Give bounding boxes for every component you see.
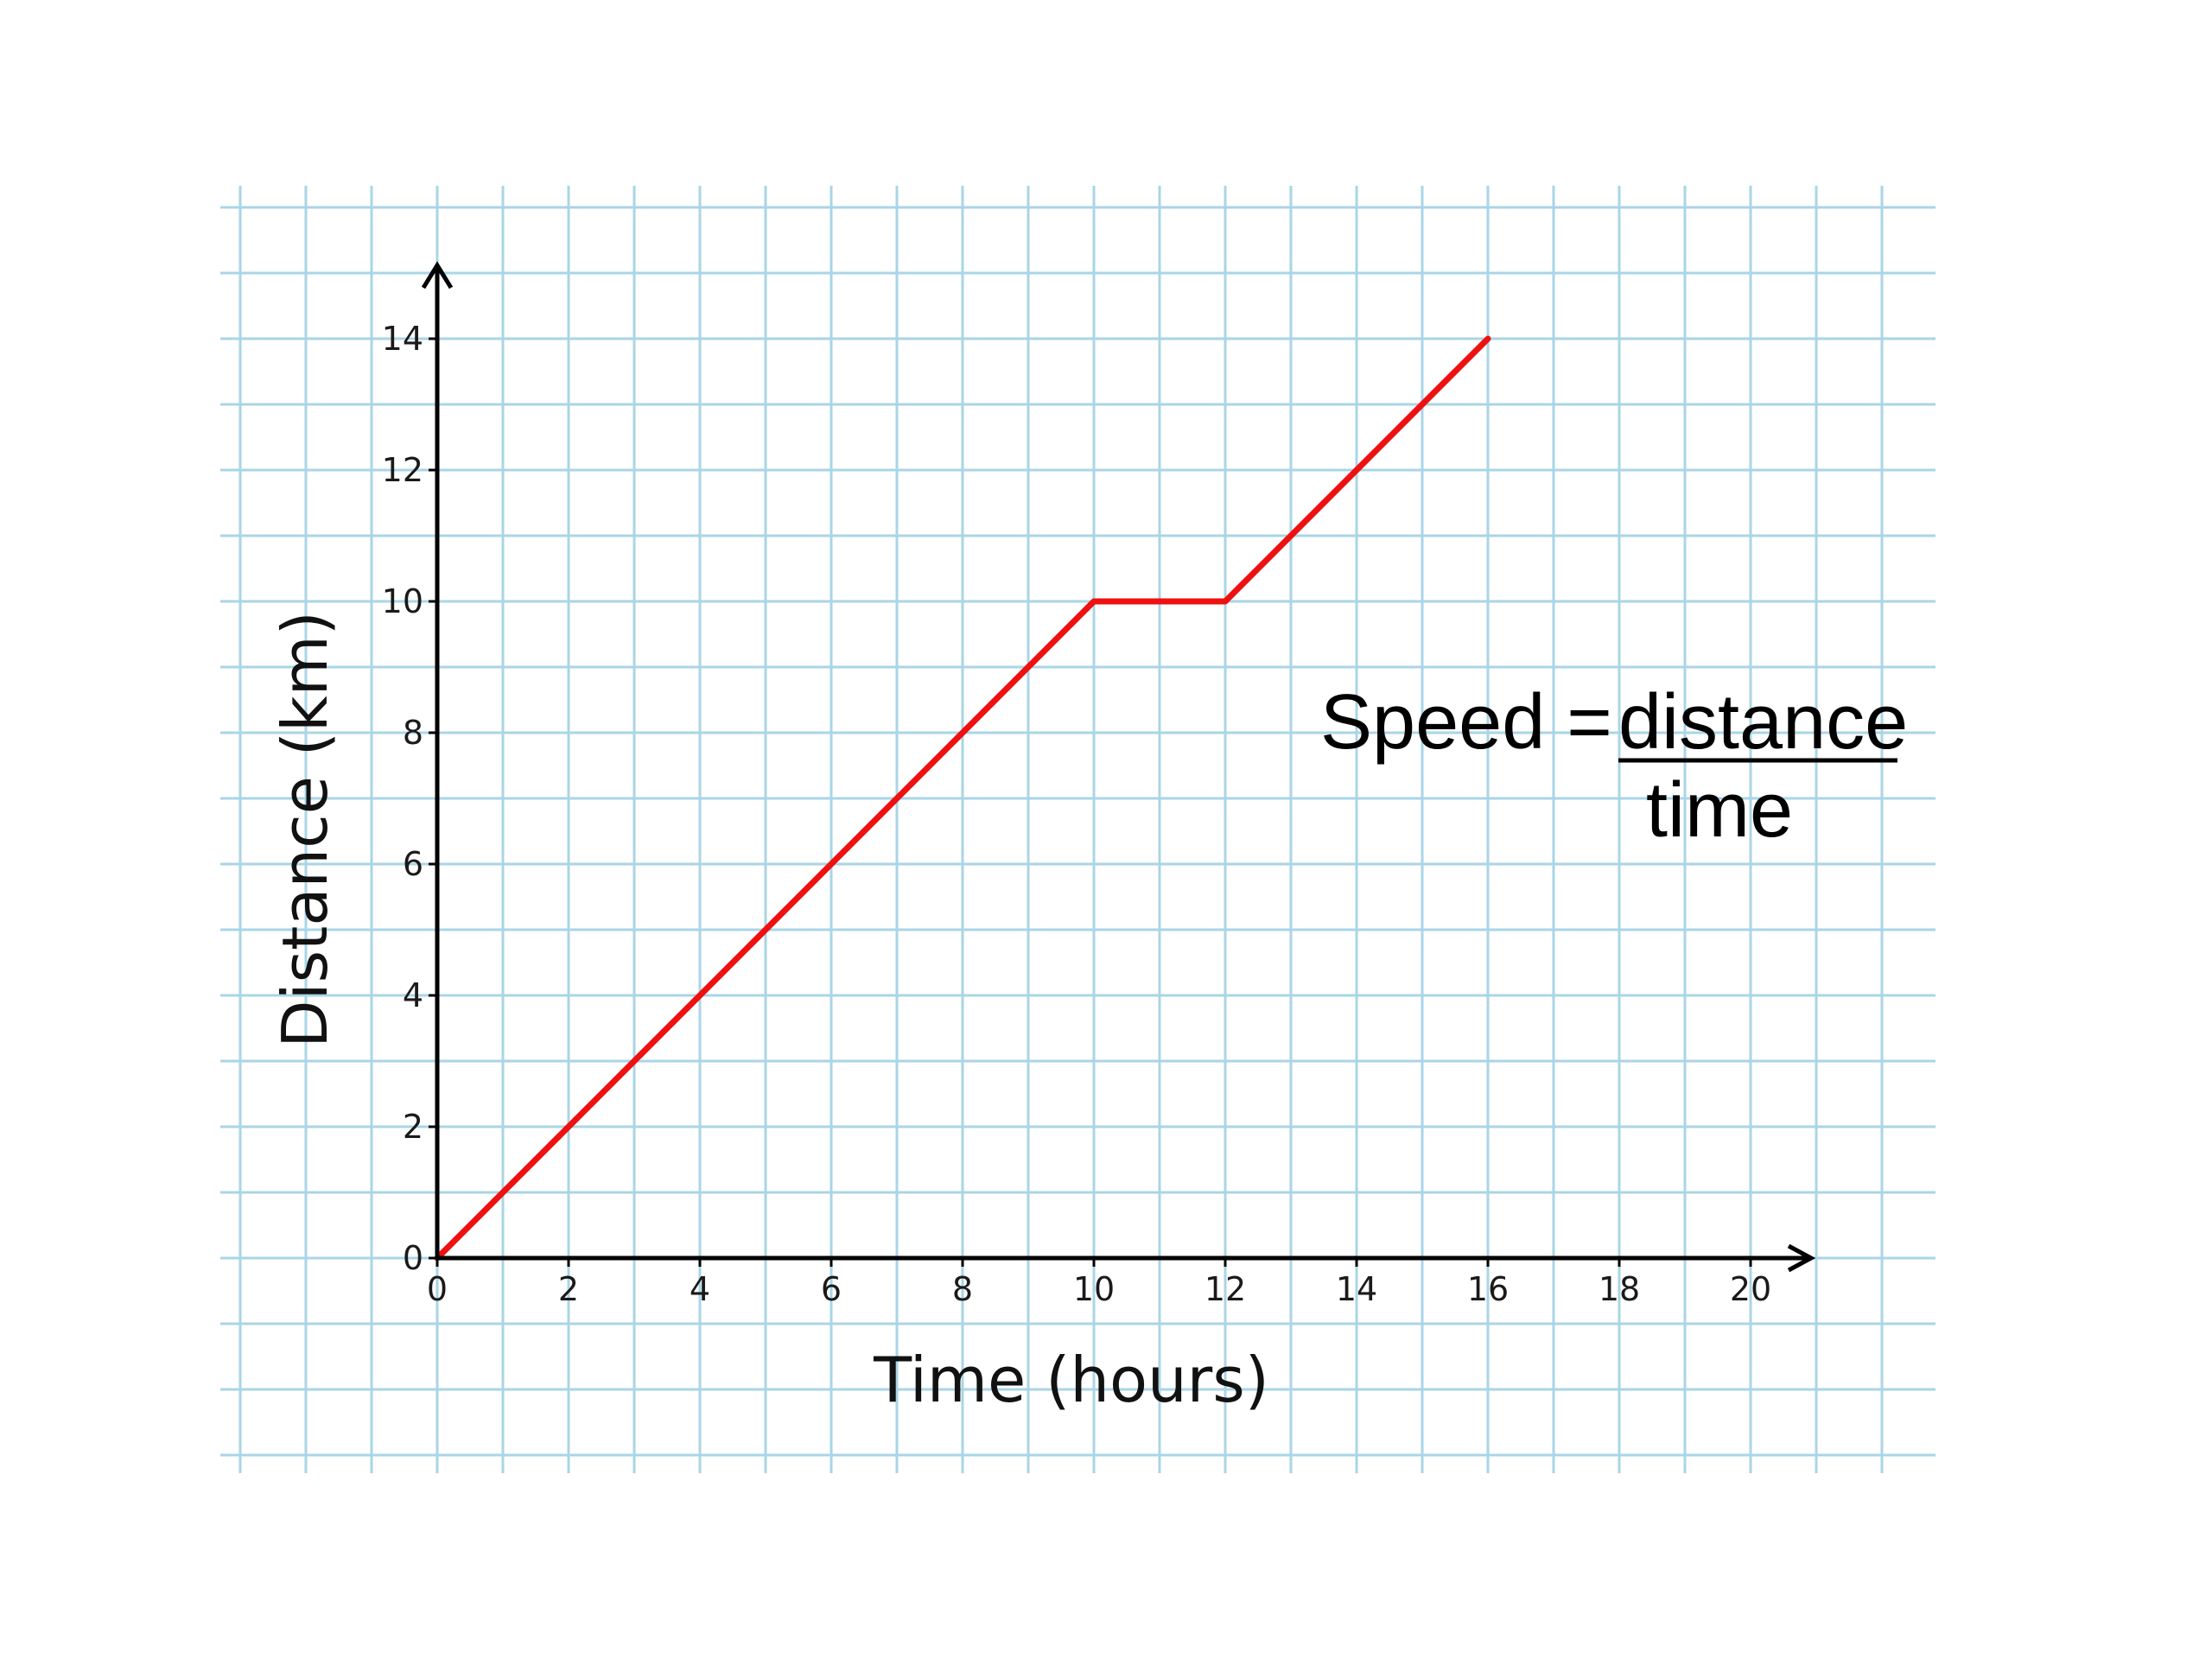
y-tick-label: 6 bbox=[403, 845, 423, 883]
x-axis-title: Time (hours) bbox=[873, 1344, 1269, 1416]
y-tick-label: 10 bbox=[382, 582, 423, 620]
y-tick-label: 2 bbox=[403, 1108, 423, 1146]
x-tick-label: 6 bbox=[821, 1270, 842, 1308]
speed-formula: Speed = distance time bbox=[1320, 679, 1908, 854]
y-tick-label: 4 bbox=[403, 976, 423, 1014]
y-axis-title: Distance (km) bbox=[269, 611, 341, 1048]
axes bbox=[421, 261, 1816, 1273]
y-tick-label: 0 bbox=[403, 1239, 423, 1277]
x-tick-label: 14 bbox=[1336, 1270, 1377, 1308]
formula-lhs: Speed = bbox=[1320, 679, 1634, 766]
x-tick-label: 18 bbox=[1599, 1270, 1640, 1308]
x-tick-label: 16 bbox=[1467, 1270, 1509, 1308]
x-tick-label: 20 bbox=[1730, 1270, 1771, 1308]
formula-denominator: time bbox=[1646, 767, 1793, 854]
y-axis-ticks: 0 2 4 6 8 10 12 14 bbox=[382, 320, 437, 1277]
y-axis-arrowhead bbox=[421, 261, 454, 289]
series-line bbox=[434, 335, 1491, 1262]
x-tick-label: 8 bbox=[952, 1270, 973, 1308]
x-tick-label: 2 bbox=[558, 1270, 579, 1308]
series-layer bbox=[434, 335, 1491, 1262]
x-tick-label: 12 bbox=[1205, 1270, 1246, 1308]
x-tick-label: 4 bbox=[690, 1270, 710, 1308]
x-axis-arrowhead bbox=[1787, 1243, 1816, 1273]
y-tick-label: 12 bbox=[382, 451, 423, 489]
x-tick-label: 10 bbox=[1073, 1270, 1115, 1308]
x-tick-label: 0 bbox=[427, 1270, 448, 1308]
formula-numerator: distance bbox=[1618, 679, 1908, 766]
y-tick-label: 14 bbox=[382, 320, 423, 358]
x-axis-ticks: 0 2 4 6 8 10 12 14 16 18 20 bbox=[427, 1258, 1771, 1308]
y-tick-label: 8 bbox=[403, 714, 423, 752]
